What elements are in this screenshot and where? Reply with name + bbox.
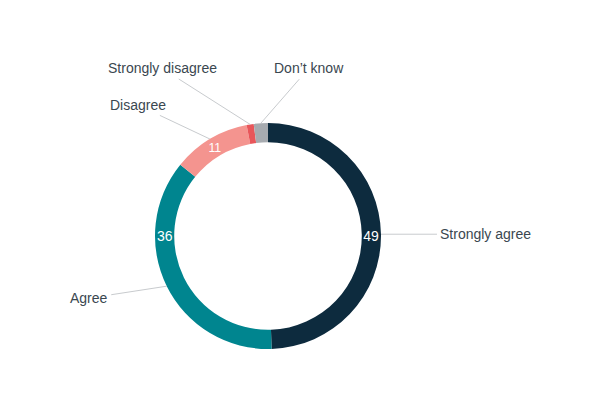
svg-text:36: 36 — [157, 228, 173, 244]
svg-text:11: 11 — [208, 141, 221, 155]
svg-text:Don’t know: Don’t know — [274, 60, 344, 76]
svg-text:Disagree: Disagree — [110, 97, 166, 113]
svg-text:Agree: Agree — [70, 290, 108, 306]
svg-text:Strongly agree: Strongly agree — [440, 226, 531, 242]
svg-text:49: 49 — [363, 228, 379, 244]
svg-text:Strongly disagree: Strongly disagree — [108, 60, 217, 76]
